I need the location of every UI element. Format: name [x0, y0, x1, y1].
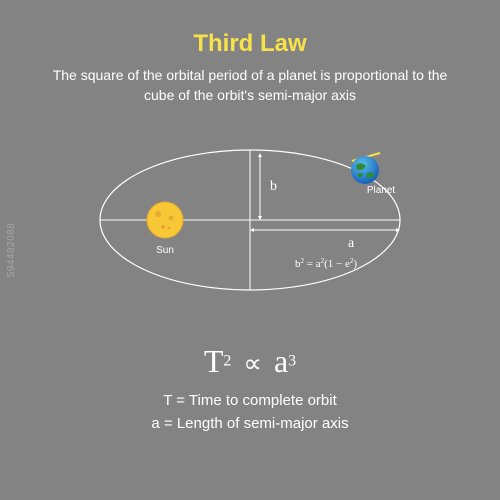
legend-line-a: a = Length of semi-major axis: [0, 413, 500, 436]
planet-label: Planet: [367, 185, 396, 196]
sun-icon: [147, 202, 183, 238]
page-title: Third Law: [0, 0, 500, 58]
b-label: b: [270, 179, 277, 194]
orbit-diagram: Sun Planet b a b2 = a2(1 − e2): [0, 125, 500, 325]
sun-label: Sun: [156, 245, 174, 256]
planet-icon: [351, 153, 380, 184]
subtitle-text: The square of the orbital period of a pl…: [53, 67, 448, 103]
diagram-svg: Sun Planet b a b2 = a2(1 − e2): [70, 125, 430, 325]
legend: T = Time to complete orbit a = Length of…: [0, 390, 500, 435]
formula-T: T: [204, 343, 224, 379]
legend-line-T: T = Time to complete orbit: [0, 390, 500, 413]
proportional-symbol: ∝: [235, 349, 270, 378]
formula-T-exp: 2: [223, 353, 231, 370]
watermark: 594482088: [6, 223, 17, 278]
formula-a-exp: 3: [288, 353, 296, 370]
formula-a: a: [274, 343, 288, 379]
ellipse-formula: b2 = a2(1 − e2): [295, 257, 357, 270]
a-label: a: [348, 236, 355, 251]
subtitle: The square of the orbital period of a pl…: [0, 58, 500, 105]
main-formula: T2 ∝ a3: [0, 343, 500, 380]
title-text: Third Law: [193, 30, 306, 57]
